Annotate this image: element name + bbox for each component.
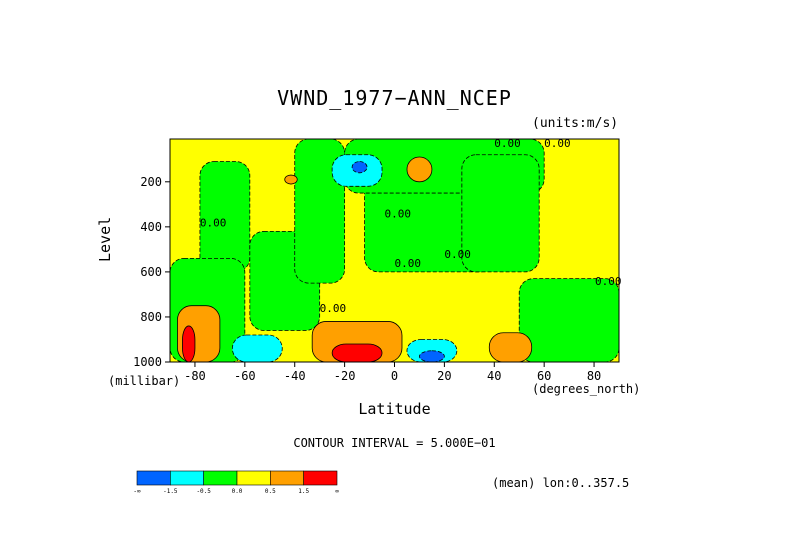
- x-tick-label: 60: [537, 369, 551, 383]
- y-axis-label: Level: [96, 216, 114, 262]
- contour-label: 0.00: [595, 275, 622, 288]
- y-tick-label: 400: [140, 220, 162, 234]
- x-tick-label: 40: [487, 369, 501, 383]
- contour-region-18: [488, 332, 533, 363]
- contour-region-15: [284, 174, 298, 185]
- x-tick-label: 0: [391, 369, 398, 383]
- y-tick-label: 1000: [133, 355, 162, 369]
- x-axis-ticks: -80 -60 -40 -20 0 20 40 60 80: [184, 362, 601, 383]
- contour-region-13: [419, 350, 445, 363]
- colorbar-label: ∞: [335, 488, 339, 495]
- contour-region-10: [231, 334, 283, 363]
- x-axis-unit: (degrees_north): [532, 382, 641, 396]
- y-axis-unit: (millibar): [108, 374, 181, 388]
- contour-label: 0.00: [395, 257, 422, 270]
- contour-region-12: [351, 161, 368, 174]
- colorbar-label: 0.5: [265, 488, 276, 495]
- x-tick-label: -60: [234, 369, 256, 383]
- colorbar-swatch: [303, 470, 338, 486]
- y-axis-ticks: 200 400 600 800 1000: [133, 175, 170, 369]
- y-tick-label: 600: [140, 265, 162, 279]
- contour-region-7: [461, 154, 540, 273]
- contour-label: 0.00: [385, 207, 412, 220]
- contour-label: 0.00: [320, 302, 347, 315]
- colorbar-label: -0.5: [196, 488, 211, 495]
- units-label: (units:m/s): [532, 116, 619, 131]
- x-tick-label: -20: [334, 369, 356, 383]
- colorbar-swatch: [203, 470, 238, 486]
- y-tick-label: 800: [140, 310, 162, 324]
- x-tick-label: -80: [184, 369, 206, 383]
- y-tick-label: 200: [140, 175, 162, 189]
- contour-label: 0.00: [544, 137, 571, 150]
- chart-title: VWND_1977−ANN_NCEP: [277, 86, 512, 110]
- colorbar-swatch: [136, 470, 171, 486]
- contour-label: 0.00: [200, 216, 227, 229]
- colorbar: -∞ -1.5 -0.5 0.0 0.5 1.5 ∞: [133, 470, 339, 495]
- contour-region-14: [406, 156, 433, 183]
- contour-region-20: [182, 325, 196, 363]
- contour-region-19: [331, 343, 383, 363]
- contour-interval-note: CONTOUR INTERVAL = 5.000E−01: [293, 436, 496, 450]
- x-tick-label: -40: [284, 369, 306, 383]
- contour-region-6: [518, 278, 620, 363]
- colorbar-swatch: [170, 470, 204, 486]
- colorbar-label: -∞: [133, 488, 141, 495]
- colorbar-label: -1.5: [163, 488, 178, 495]
- x-tick-label: 20: [437, 369, 451, 383]
- contour-fills: [169, 138, 620, 363]
- x-tick-label: 80: [587, 369, 601, 383]
- colorbar-swatch: [236, 470, 271, 486]
- colorbar-swatch: [270, 470, 304, 486]
- colorbar-label: 0.0: [232, 488, 243, 495]
- contour-label: 0.00: [444, 248, 471, 261]
- x-axis-label: Latitude: [358, 400, 431, 418]
- contour-label: 0.00: [494, 137, 521, 150]
- contour-labels: 0.00 0.00 0.00 0.00 0.00 0.00 0.00 0.00: [200, 137, 622, 315]
- mean-longitude-note: (mean) lon:0..357.5: [492, 476, 630, 490]
- colorbar-label: 1.5: [298, 488, 309, 495]
